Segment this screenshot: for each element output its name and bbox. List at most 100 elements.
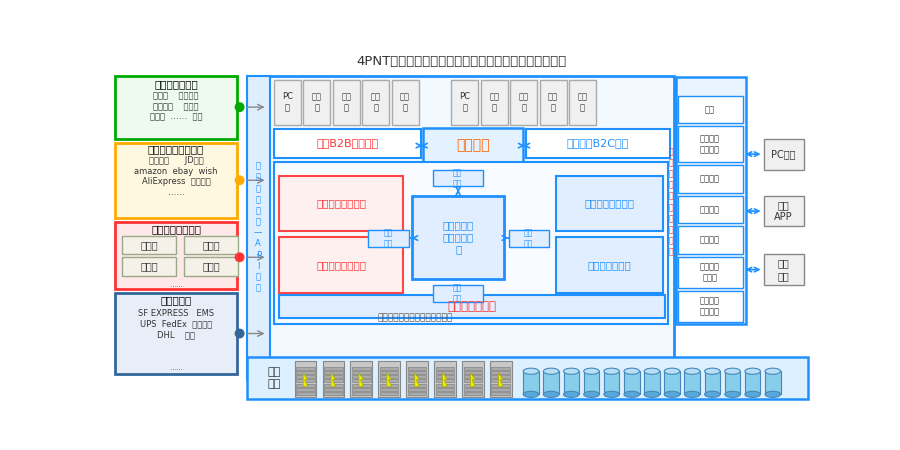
Bar (544, 371, 559, 394)
Bar (763, 254, 804, 285)
Text: UPS  FedEx  申通快递: UPS FedEx 申通快递 (140, 320, 212, 329)
Bar (436, 371, 454, 374)
Polygon shape (303, 373, 308, 387)
Text: 跨
境
贸
易
综
合
服
务
门
户: 跨 境 贸 易 综 合 服 务 门 户 (668, 148, 673, 256)
Ellipse shape (724, 391, 740, 397)
Bar (406, 361, 428, 396)
Bar (352, 392, 371, 395)
Text: ……: …… (167, 188, 184, 197)
Bar (352, 379, 371, 382)
Text: 资讯: 资讯 (705, 105, 715, 114)
Bar (294, 361, 316, 396)
Bar (644, 371, 660, 394)
Ellipse shape (523, 391, 539, 397)
Bar (491, 388, 510, 391)
Text: 支付宝    微信支付: 支付宝 微信支付 (153, 91, 199, 100)
Text: 选品分销: 选品分销 (456, 139, 490, 153)
Text: 供应链管理系统: 供应链管理系统 (447, 300, 497, 313)
Bar (563, 371, 579, 394)
Bar (464, 375, 482, 378)
Ellipse shape (523, 368, 539, 374)
Bar (462, 361, 483, 396)
Bar (510, 80, 537, 125)
Text: AliExpress  苏宁易购: AliExpress 苏宁易购 (141, 177, 211, 186)
Bar (624, 371, 640, 394)
Text: 移动
端: 移动 端 (311, 92, 321, 112)
Bar (481, 80, 508, 125)
Bar (296, 375, 315, 378)
Text: 微商
城: 微商 城 (578, 92, 588, 112)
Bar (296, 392, 315, 395)
Bar (763, 139, 804, 170)
Circle shape (235, 253, 244, 261)
Text: 跨境B2B交易平台: 跨境B2B交易平台 (316, 138, 378, 148)
Bar (122, 236, 176, 254)
Bar (745, 371, 760, 394)
Polygon shape (415, 373, 419, 387)
Text: 供应链金融系统: 供应链金融系统 (588, 260, 631, 270)
Bar (765, 371, 780, 394)
Text: DHL    韵达: DHL 韵达 (158, 331, 195, 340)
Ellipse shape (724, 368, 740, 374)
Bar (380, 388, 399, 391)
Bar (279, 295, 665, 318)
Bar (122, 257, 176, 276)
Bar (408, 379, 427, 382)
Bar (324, 367, 343, 370)
Bar (451, 80, 478, 125)
Text: SF EXPRESS   EMS: SF EXPRESS EMS (138, 309, 214, 318)
Text: 4PNT四方网络跨境贸易综合服务平台解决方案功能蓝图: 4PNT四方网络跨境贸易综合服务平台解决方案功能蓝图 (356, 55, 566, 68)
Bar (433, 285, 483, 302)
Bar (434, 361, 455, 396)
Bar (380, 375, 399, 378)
Bar (422, 128, 523, 163)
Ellipse shape (664, 368, 680, 374)
Bar (352, 388, 371, 391)
Bar (491, 367, 510, 370)
Bar (184, 257, 238, 276)
Bar (679, 291, 742, 322)
Bar (436, 388, 454, 391)
Bar (491, 392, 510, 395)
Bar (464, 388, 482, 391)
Text: 数据
中台: 数据 中台 (453, 284, 462, 303)
Text: 边境仓: 边境仓 (140, 240, 158, 250)
Bar (324, 383, 343, 387)
Text: 跨境电商B2C平台: 跨境电商B2C平台 (566, 138, 629, 148)
Ellipse shape (685, 391, 700, 397)
Bar (464, 392, 482, 395)
Bar (324, 392, 343, 395)
Bar (664, 371, 680, 394)
Text: 应
用
系
统
集
成
—
A
P
I
平
台: 应 用 系 统 集 成 — A P I 平 台 (254, 162, 263, 293)
Bar (569, 80, 596, 125)
Bar (408, 375, 427, 378)
Bar (464, 367, 482, 370)
Bar (247, 76, 674, 379)
Bar (556, 237, 662, 292)
Text: 普通仓: 普通仓 (202, 261, 220, 271)
Bar (724, 371, 740, 394)
Bar (296, 388, 315, 391)
Text: 小程
序: 小程 序 (518, 92, 528, 112)
Bar (523, 371, 539, 394)
Bar (115, 143, 238, 218)
Text: 第三方电商商城平台: 第三方电商商城平台 (148, 144, 204, 154)
Bar (115, 292, 238, 374)
Bar (380, 392, 399, 395)
Bar (679, 126, 742, 162)
Bar (679, 196, 742, 223)
Bar (539, 80, 567, 125)
Ellipse shape (563, 391, 579, 397)
Ellipse shape (644, 368, 660, 374)
Bar (380, 367, 399, 370)
Polygon shape (443, 373, 447, 387)
Bar (352, 367, 371, 370)
Polygon shape (499, 373, 503, 387)
Bar (324, 375, 343, 378)
Text: 园区介绍: 园区介绍 (700, 236, 720, 245)
Bar (526, 129, 670, 158)
Bar (333, 80, 360, 125)
Ellipse shape (604, 391, 619, 397)
Bar (491, 375, 510, 378)
Bar (464, 383, 482, 387)
